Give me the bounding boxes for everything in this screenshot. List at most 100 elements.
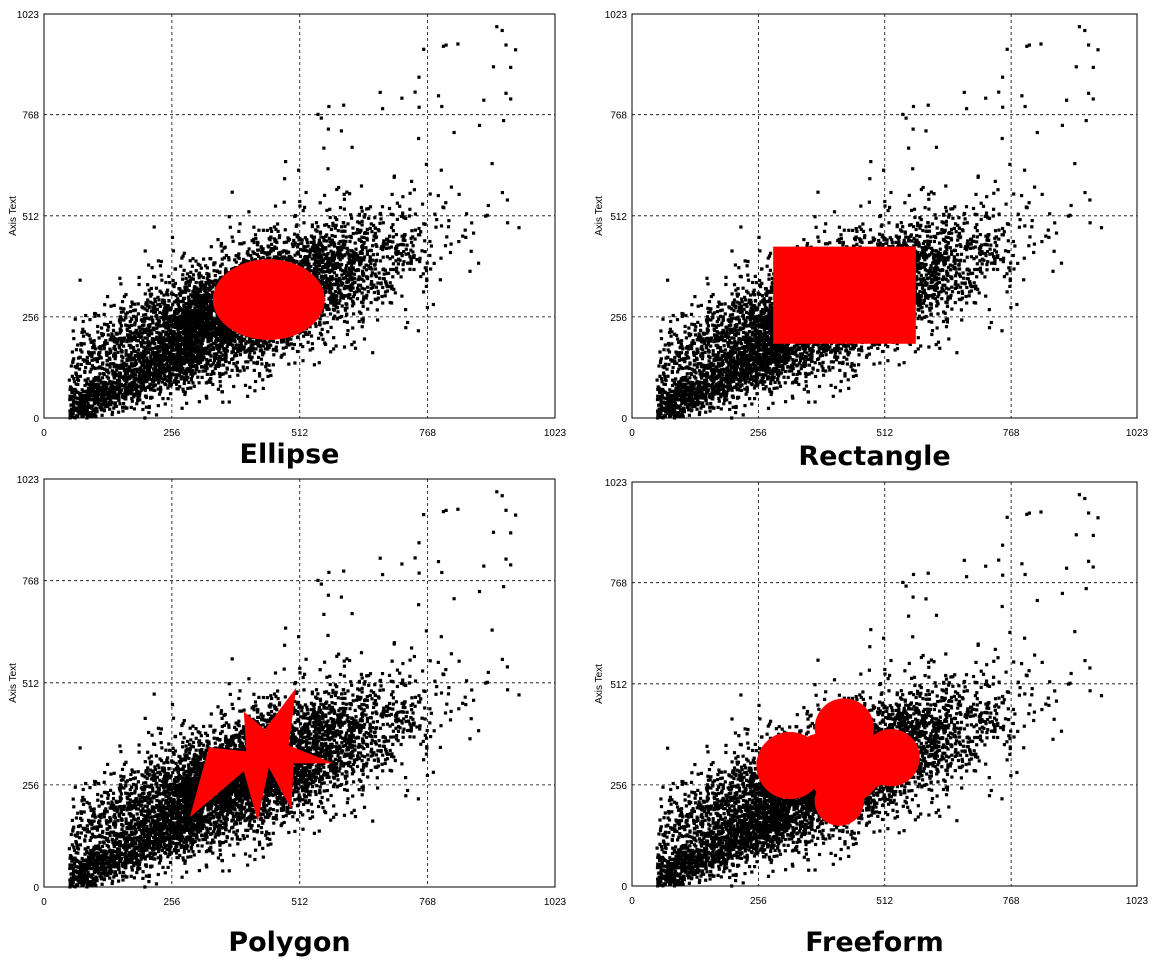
data-point [128,330,132,334]
data-point [234,364,238,368]
data-point [182,268,186,272]
data-point [323,270,327,274]
data-point [395,269,399,273]
data-point [201,358,205,362]
data-point [317,267,321,271]
data-point [444,201,448,205]
data-point [225,344,229,348]
data-point [367,216,371,220]
data-point [372,283,376,287]
data-point [207,304,211,308]
data-point [449,242,453,246]
data-point [217,323,221,328]
data-point [412,188,416,192]
data-point [217,356,221,360]
data-point [353,280,357,285]
data-point [394,259,398,263]
data-point [171,292,175,296]
data-point [196,262,200,266]
data-point [217,279,221,283]
data-point [421,272,425,276]
data-point [168,315,172,319]
data-point [185,287,189,291]
data-point [259,348,263,352]
data-point [359,277,363,281]
data-point [250,355,254,359]
data-point [276,222,280,226]
data-point [364,268,368,272]
data-point [300,262,304,267]
data-point [385,284,389,288]
data-point [141,341,145,345]
data-point [353,254,357,259]
data-point [146,283,150,287]
data-point [183,285,187,289]
data-point [403,238,407,242]
data-point [448,250,453,255]
data-point [158,304,162,308]
data-point [312,363,316,367]
data-point [151,318,155,322]
data-point [80,388,84,392]
data-point [151,376,155,380]
data-point [205,366,209,370]
data-point [401,195,405,199]
data-point [166,315,170,319]
data-point [384,280,388,284]
data-point [328,215,332,220]
data-point [291,346,295,350]
data-point [345,313,349,317]
data-point [208,348,212,352]
data-point [219,241,224,246]
data-point [120,350,124,354]
data-point [74,348,78,352]
data-point [347,296,351,300]
data-point [307,330,311,334]
data-point [135,344,139,348]
data-point [183,308,187,313]
data-point [331,224,335,228]
data-point [129,305,133,309]
data-point [219,264,223,268]
data-point [102,347,106,351]
data-point [208,285,212,289]
data-point [394,233,398,237]
data-point [267,340,271,344]
data-point [136,335,140,339]
data-point [101,344,105,348]
data-point [148,344,152,348]
data-point [306,249,310,253]
data-point [250,239,254,243]
data-point [379,217,383,221]
data-point [302,334,306,338]
data-point [204,394,208,398]
data-point [99,356,103,360]
data-point [138,398,142,402]
data-point [360,245,364,249]
data-point [299,247,303,252]
data-point [101,361,105,365]
data-point [67,378,71,382]
data-point [377,276,382,280]
data-point [133,308,137,312]
data-point [128,310,133,314]
data-point [325,233,329,237]
data-point [434,225,438,229]
data-point [303,255,308,259]
data-point [325,321,329,325]
data-point [170,318,175,322]
data-point [246,394,250,398]
data-point [417,226,421,231]
data-point [342,246,346,250]
data-point [317,361,321,365]
data-point [330,234,334,238]
data-point [408,267,412,271]
data-point [309,269,313,273]
data-point [133,302,137,306]
data-point [446,225,451,229]
data-point [351,232,355,236]
data-point [378,259,383,263]
data-point [215,270,219,274]
data-point [406,320,410,325]
data-point [199,266,203,270]
